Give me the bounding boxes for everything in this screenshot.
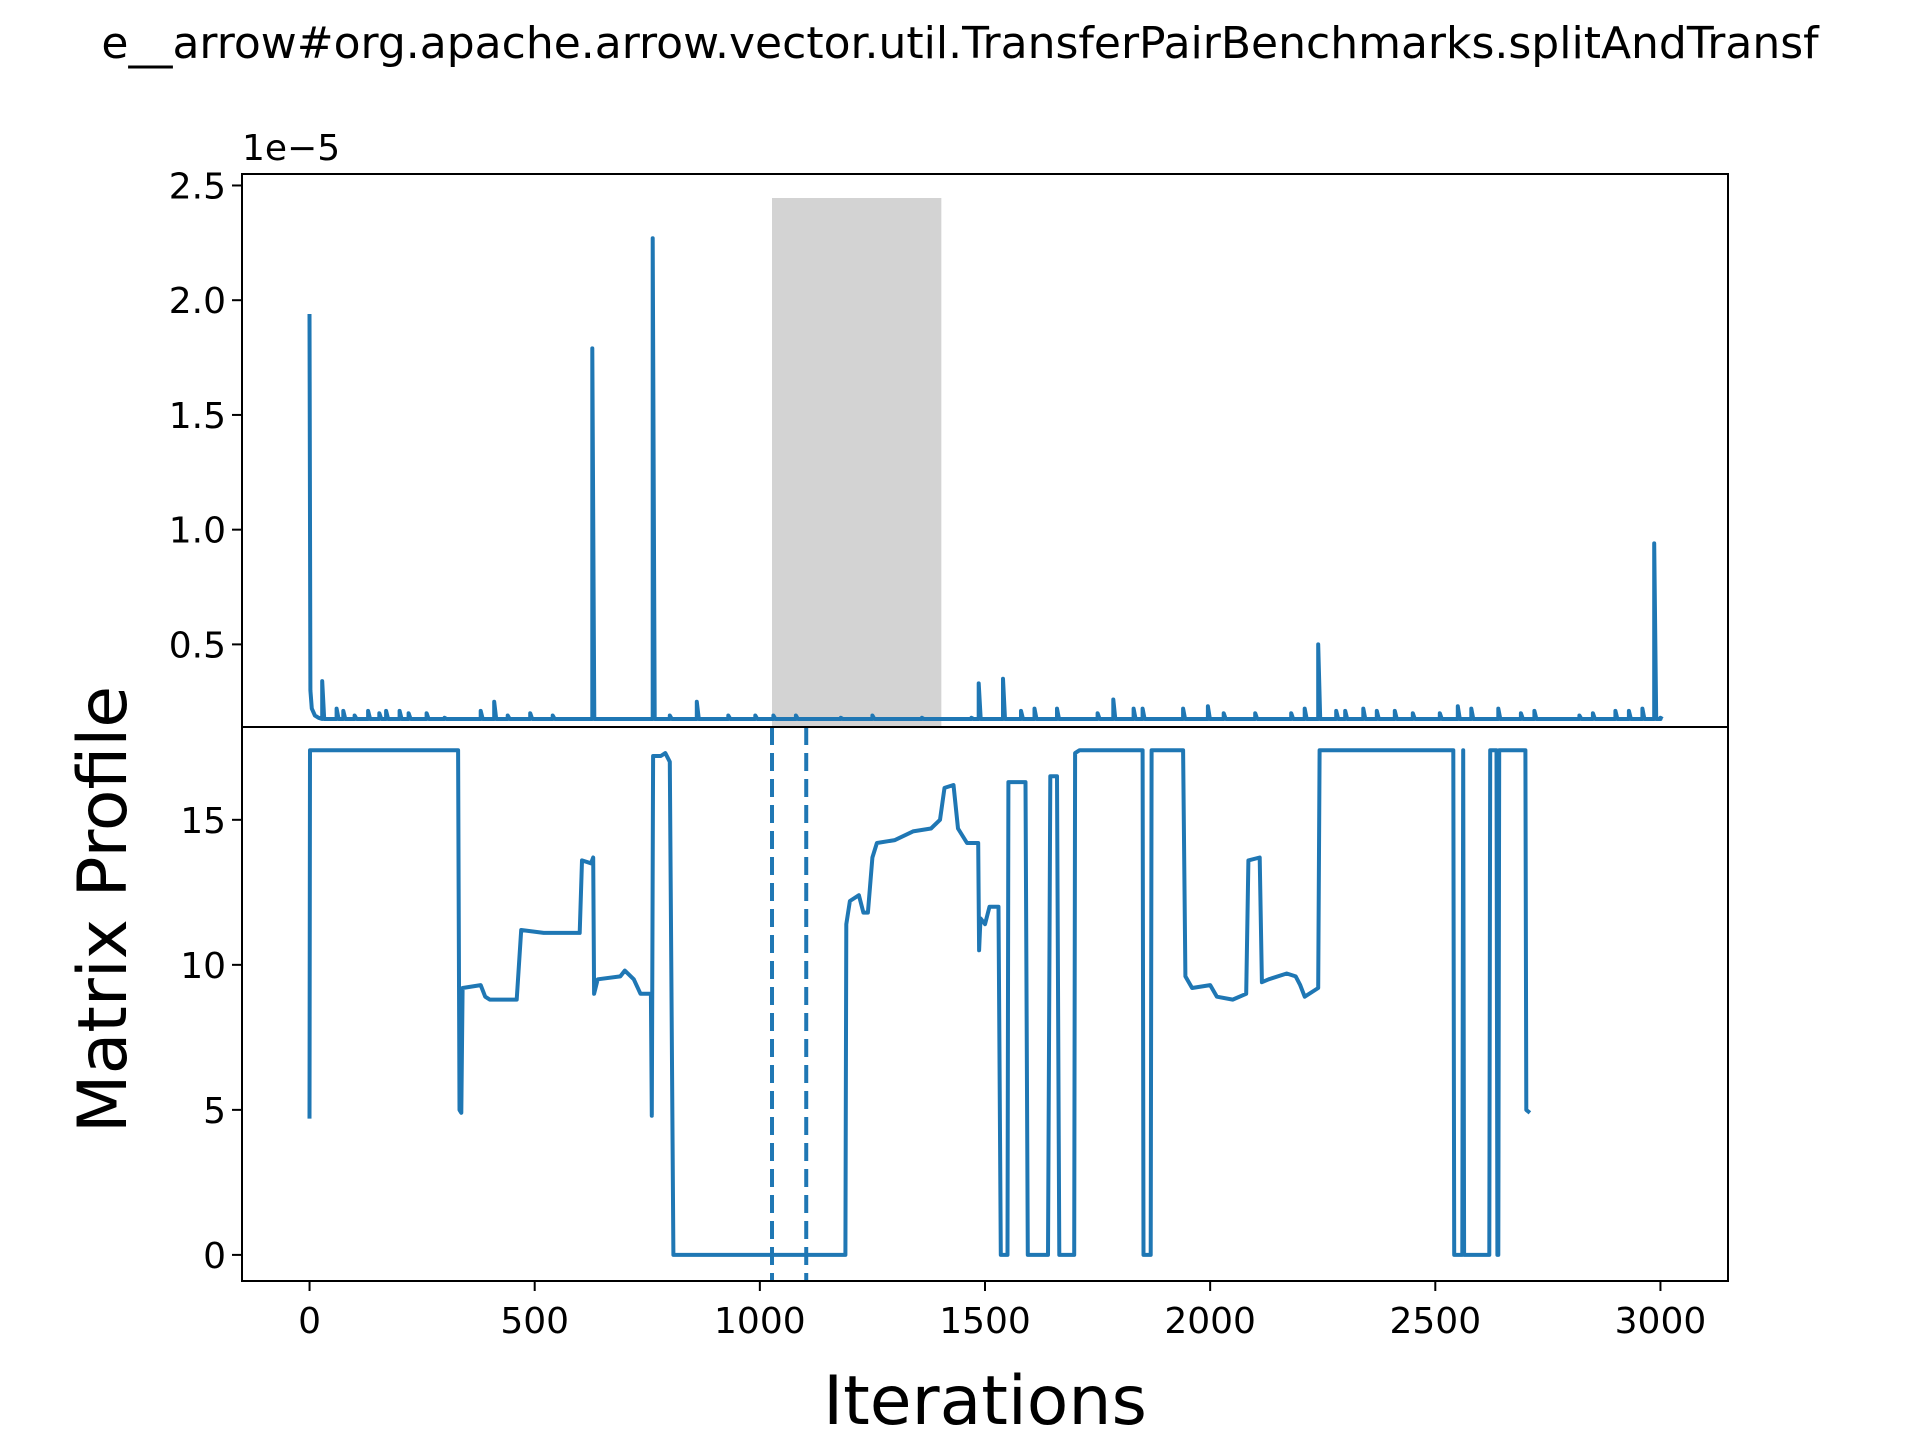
bottom-x-tick-label: 1000 [714, 1301, 806, 1342]
bottom-x-ticks: 0 500 1000 1500 2000 2500 3000 [298, 1281, 1706, 1342]
bottom-y-tick-label: 0 [203, 1236, 226, 1277]
bottom-y-tick-label: 10 [180, 946, 226, 987]
top-offset-label: 1e−5 [242, 128, 340, 169]
top-y-tick-label: 2.0 [169, 281, 226, 322]
y-axis-label: Matrix Profile [64, 686, 143, 1133]
bottom-x-tick-label: 3000 [1615, 1301, 1707, 1342]
top-y-tick-label: 1.5 [169, 396, 226, 437]
highlight-span [772, 198, 942, 727]
top-axes-frame [241, 173, 1729, 728]
top-y-tick-label: 2.5 [169, 166, 226, 207]
top-y-tick-label: 0.5 [169, 625, 226, 666]
figure-title: e__arrow#org.apache.arrow.vector.util.Tr… [101, 18, 1820, 69]
x-axis-label: Iterations [823, 1362, 1147, 1440]
bottom-y-tick-label: 5 [203, 1091, 226, 1132]
top-series-line [307, 236, 1664, 721]
bottom-series-line [307, 748, 1532, 1257]
top-panel: 0.5 1.0 1.5 2.0 2.5 1e−5 [169, 128, 1729, 728]
bottom-vlines [770, 727, 809, 1281]
bottom-y-tick-label: 15 [180, 801, 226, 842]
top-y-tick-label: 1.0 [169, 511, 226, 552]
top-y-ticks: 0.5 1.0 1.5 2.0 2.5 [169, 166, 242, 666]
bottom-x-tick-label: 2000 [1164, 1301, 1256, 1342]
bottom-axes-frame [241, 726, 1729, 1282]
bottom-x-tick-label: 500 [500, 1301, 569, 1342]
bottom-x-tick-label: 2500 [1389, 1301, 1481, 1342]
bottom-x-tick-label: 1500 [939, 1301, 1031, 1342]
bottom-y-ticks: 0 5 10 15 [180, 801, 242, 1277]
bottom-x-tick-label: 0 [298, 1301, 321, 1342]
bottom-panel: 0 5 10 15 0 500 1000 1500 2000 2500 3000 [180, 726, 1729, 1342]
